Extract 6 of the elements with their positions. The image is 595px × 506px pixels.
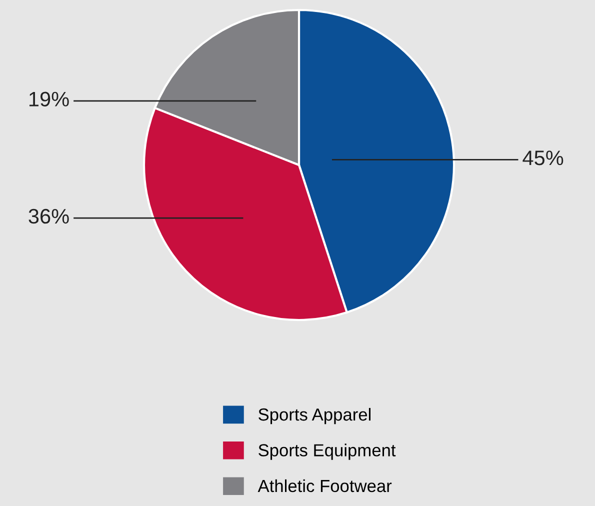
data-label: 19% [29,92,69,106]
legend-label: Athletic Footwear [258,479,392,492]
legend-label: Sports Equipment [258,444,396,460]
legend-label: Sports Apparel [258,408,370,424]
data-label: 36% [28,208,69,224]
data-label: 45% [522,150,564,166]
